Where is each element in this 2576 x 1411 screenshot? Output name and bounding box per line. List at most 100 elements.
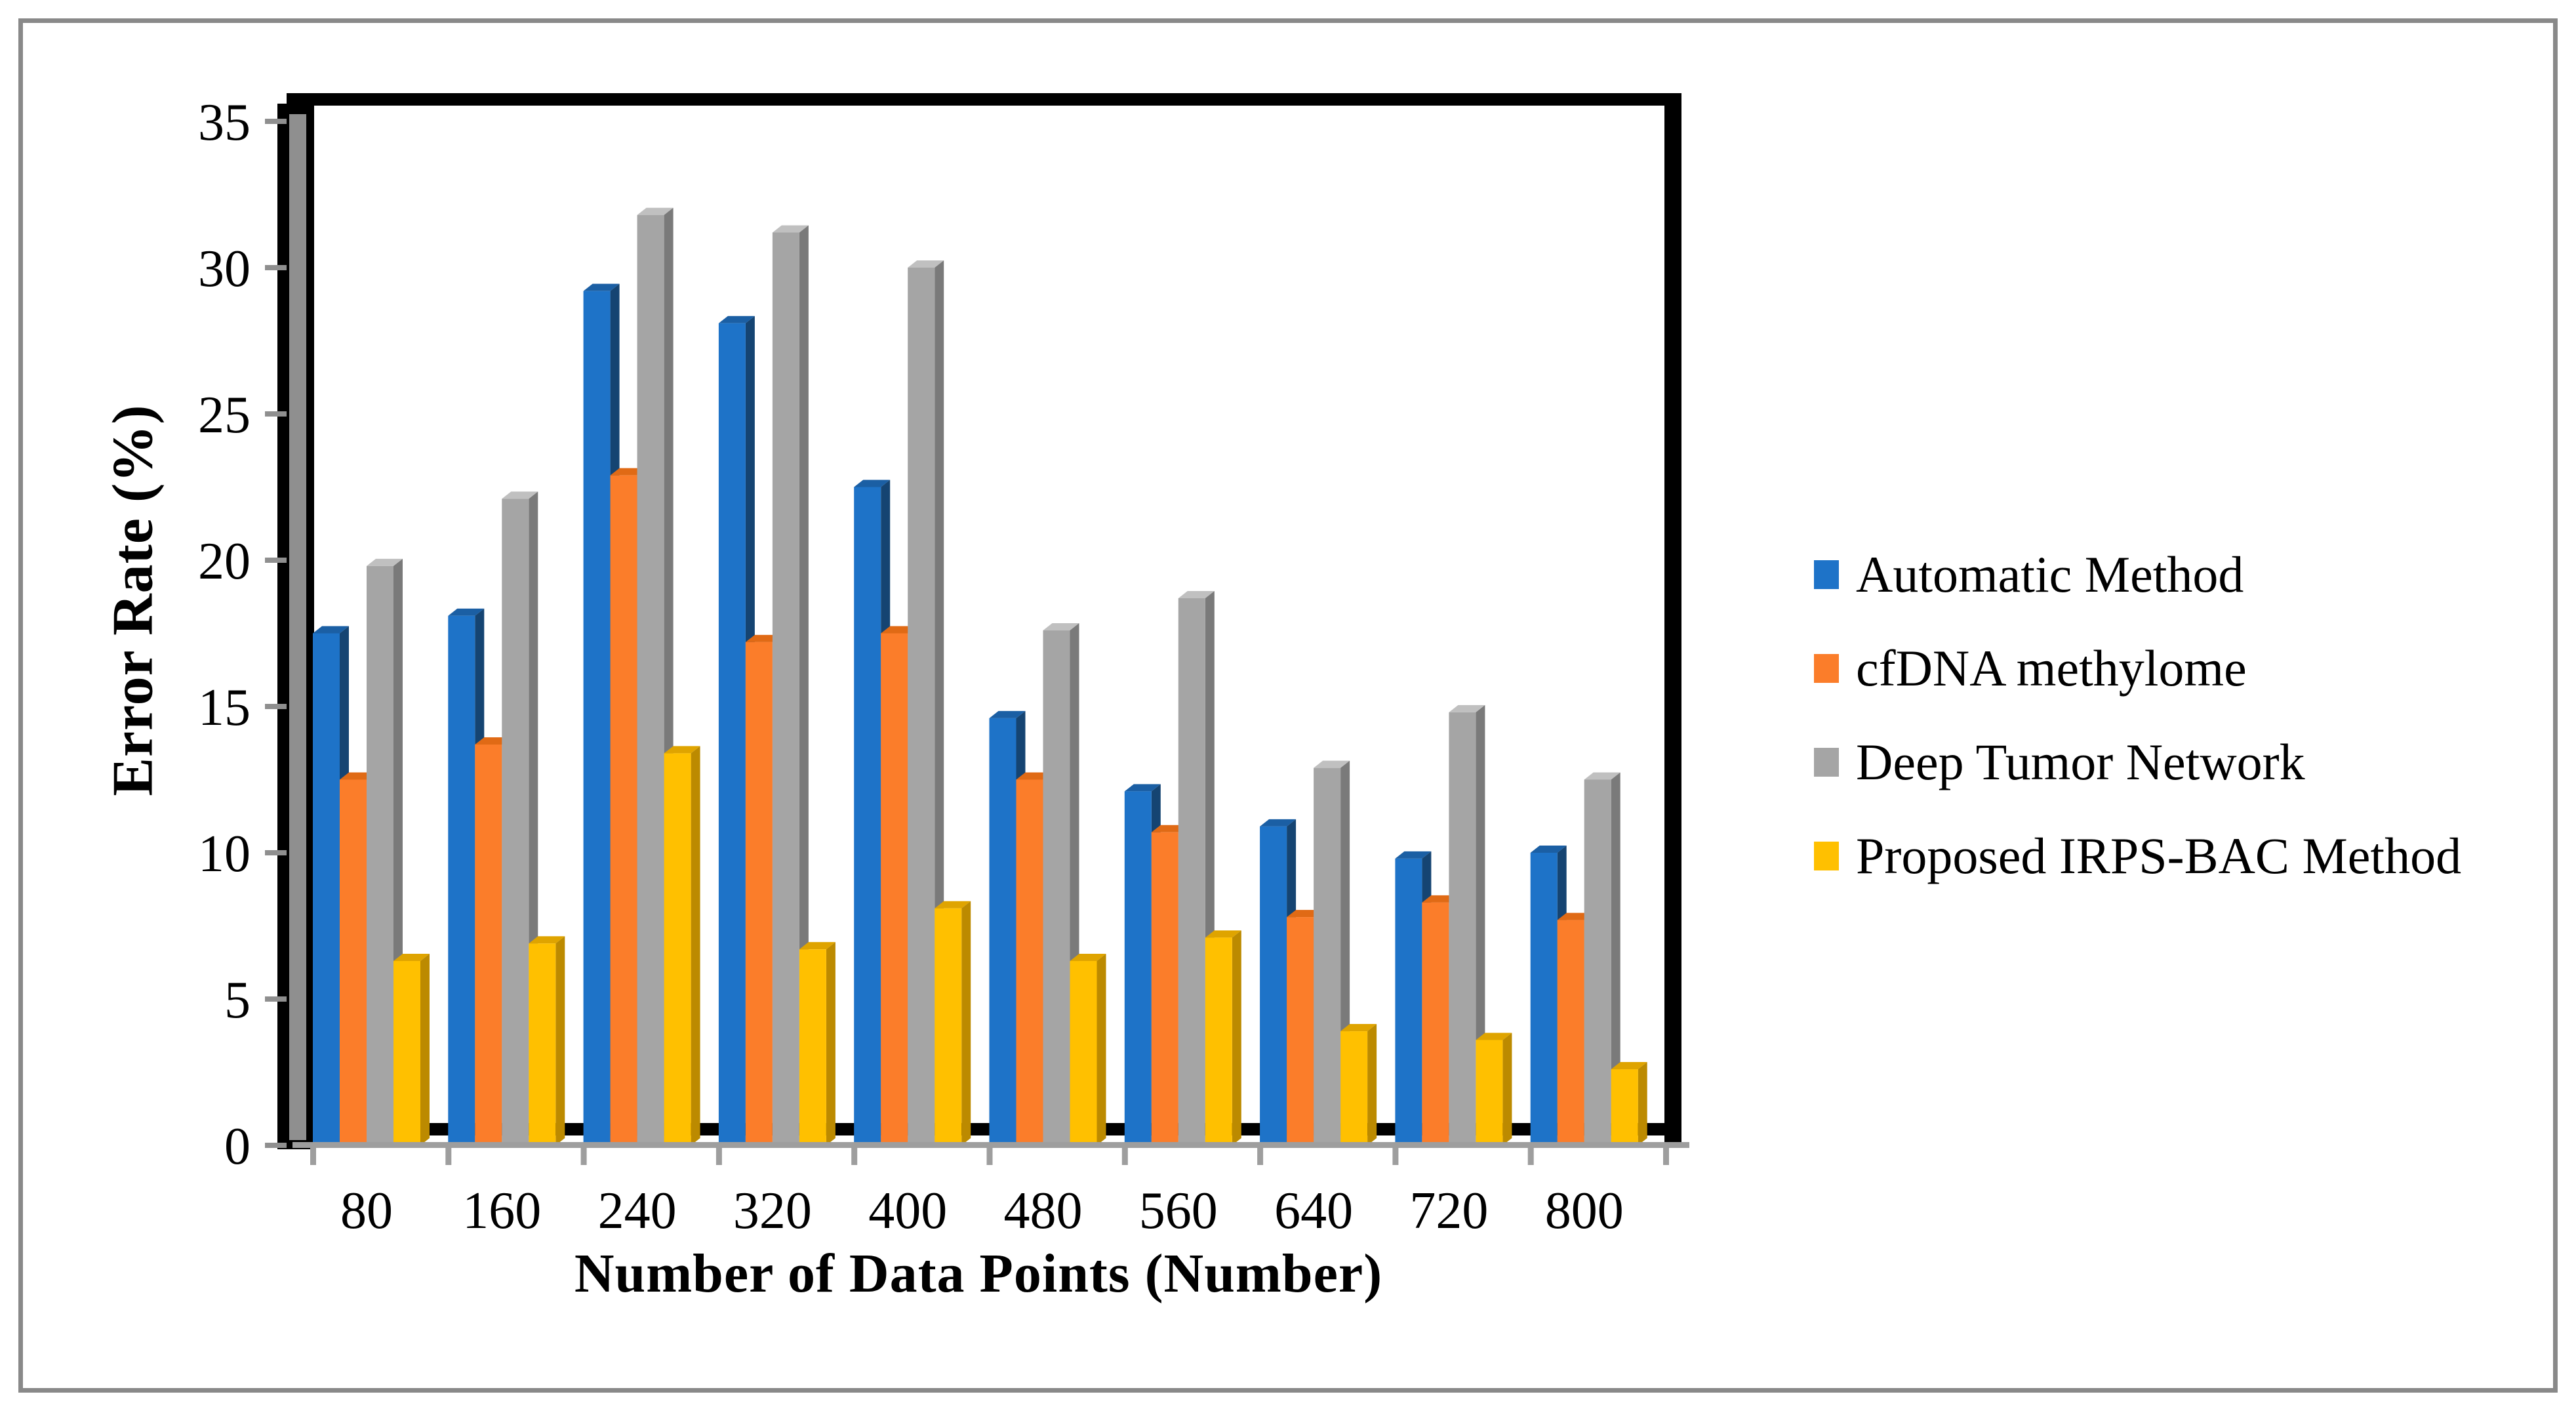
bar	[340, 779, 367, 1145]
bar	[1043, 630, 1070, 1145]
bar	[583, 291, 611, 1146]
bar	[745, 642, 773, 1145]
bar-top-face	[502, 491, 538, 499]
bar-top-face	[1611, 1062, 1647, 1070]
y-tick-label: 35	[198, 94, 251, 152]
bar-top-face	[1260, 819, 1297, 827]
x-tick-label: 640	[1274, 1182, 1353, 1240]
y-tick-label: 30	[198, 240, 251, 298]
bar	[1422, 902, 1449, 1145]
x-axis-tick	[1527, 1148, 1534, 1165]
legend-item: Proposed IRPS-BAC Method	[1814, 823, 2461, 889]
bar	[1070, 961, 1097, 1145]
y-tick-label: 15	[198, 679, 251, 737]
bar-side-face	[1502, 1033, 1512, 1145]
y-axis-tick	[265, 119, 287, 124]
bar	[1611, 1069, 1638, 1145]
bar-top-face	[908, 260, 944, 268]
legend-label: cfDNA methylome	[1856, 640, 2247, 697]
bar	[367, 565, 393, 1145]
x-axis-tick	[1121, 1148, 1128, 1165]
bar-top-face	[1395, 851, 1432, 859]
bar	[448, 615, 475, 1145]
bar-top-face	[448, 608, 485, 616]
legend-swatch-cfdna-methylome	[1814, 654, 1839, 683]
bar-top-face	[583, 283, 620, 291]
x-tick-label: 400	[868, 1182, 947, 1240]
y-tick-label: 0	[224, 1118, 251, 1176]
bar	[935, 908, 962, 1145]
bar-top-face	[1178, 590, 1215, 598]
bar-side-face	[420, 954, 430, 1145]
bar	[1340, 1031, 1368, 1145]
bar-top-face	[718, 316, 755, 323]
bar-top-face	[1340, 1024, 1377, 1032]
legend-label: Deep Tumor Network	[1856, 733, 2305, 790]
bar	[772, 232, 799, 1146]
bar-top-face	[1449, 705, 1485, 712]
x-tick-label: 240	[598, 1182, 677, 1240]
legend-label: Proposed IRPS-BAC Method	[1856, 827, 2462, 884]
bar	[1287, 917, 1314, 1145]
x-tick-label: 80	[340, 1182, 393, 1240]
bar	[908, 268, 935, 1145]
y-tick-label: 5	[224, 971, 251, 1029]
bar	[718, 323, 746, 1145]
bar-top-face	[989, 710, 1026, 718]
bar	[1124, 791, 1152, 1145]
y-tick-label: 20	[198, 533, 251, 590]
bar-top-face	[313, 626, 349, 634]
y-axis-tick	[265, 265, 287, 270]
legend-item: Deep Tumor Network	[1814, 729, 2461, 795]
bar	[610, 475, 637, 1145]
x-axis-tick	[1392, 1148, 1399, 1165]
bar	[854, 487, 881, 1145]
bar	[881, 633, 908, 1145]
bar-side-face	[799, 225, 809, 1146]
y-tick-label: 25	[198, 386, 251, 444]
bar-top-face	[664, 746, 700, 754]
x-tick-label: 480	[1004, 1182, 1083, 1240]
bar	[1449, 712, 1476, 1145]
x-axis-tick	[445, 1148, 452, 1165]
bar-top-face	[1530, 846, 1567, 853]
bar-top-face	[1476, 1033, 1512, 1040]
bar-top-face	[367, 558, 403, 566]
legend-item: Automatic Method	[1814, 542, 2461, 607]
bar-top-face	[637, 207, 674, 215]
x-tick-label: 560	[1139, 1182, 1218, 1240]
y-tick-label: 10	[198, 825, 251, 883]
x-tick-label: 320	[733, 1182, 812, 1240]
bar-side-face	[555, 936, 565, 1145]
legend-swatch-automatic-method	[1814, 560, 1839, 589]
bar	[1260, 826, 1287, 1145]
bar-top-face	[1584, 772, 1620, 780]
bar-side-face	[1097, 954, 1106, 1145]
y-axis-title: Error Rate (%)	[101, 404, 165, 796]
bar	[502, 499, 529, 1145]
bar	[1557, 920, 1584, 1145]
bar-side-face	[1232, 930, 1241, 1145]
legend: Automatic Method cfDNA methylome Deep Tu…	[1814, 542, 2461, 889]
x-axis-title: Number of Data Points (Number)	[574, 1243, 1383, 1304]
legend-swatch-deep-tumor-network	[1814, 748, 1839, 777]
bar	[1314, 767, 1341, 1145]
x-axis-tick	[1257, 1148, 1264, 1165]
bar	[1151, 832, 1178, 1145]
bar-top-face	[1043, 623, 1079, 631]
x-axis-tick	[1663, 1148, 1669, 1165]
x-tick-label: 800	[1545, 1182, 1624, 1240]
x-axis-tick	[310, 1148, 316, 1165]
bar	[1476, 1040, 1503, 1145]
legend-swatch-proposed-irps-bac-method	[1814, 842, 1839, 870]
bar-top-face	[799, 942, 835, 950]
bar	[1205, 937, 1232, 1145]
bar-side-face	[1638, 1062, 1647, 1145]
bar	[637, 215, 664, 1146]
bar	[393, 961, 420, 1145]
bar-side-face	[691, 746, 700, 1145]
x-axis-tick	[986, 1148, 993, 1165]
x-axis-tick	[851, 1148, 858, 1165]
legend-item: cfDNA methylome	[1814, 636, 2461, 701]
